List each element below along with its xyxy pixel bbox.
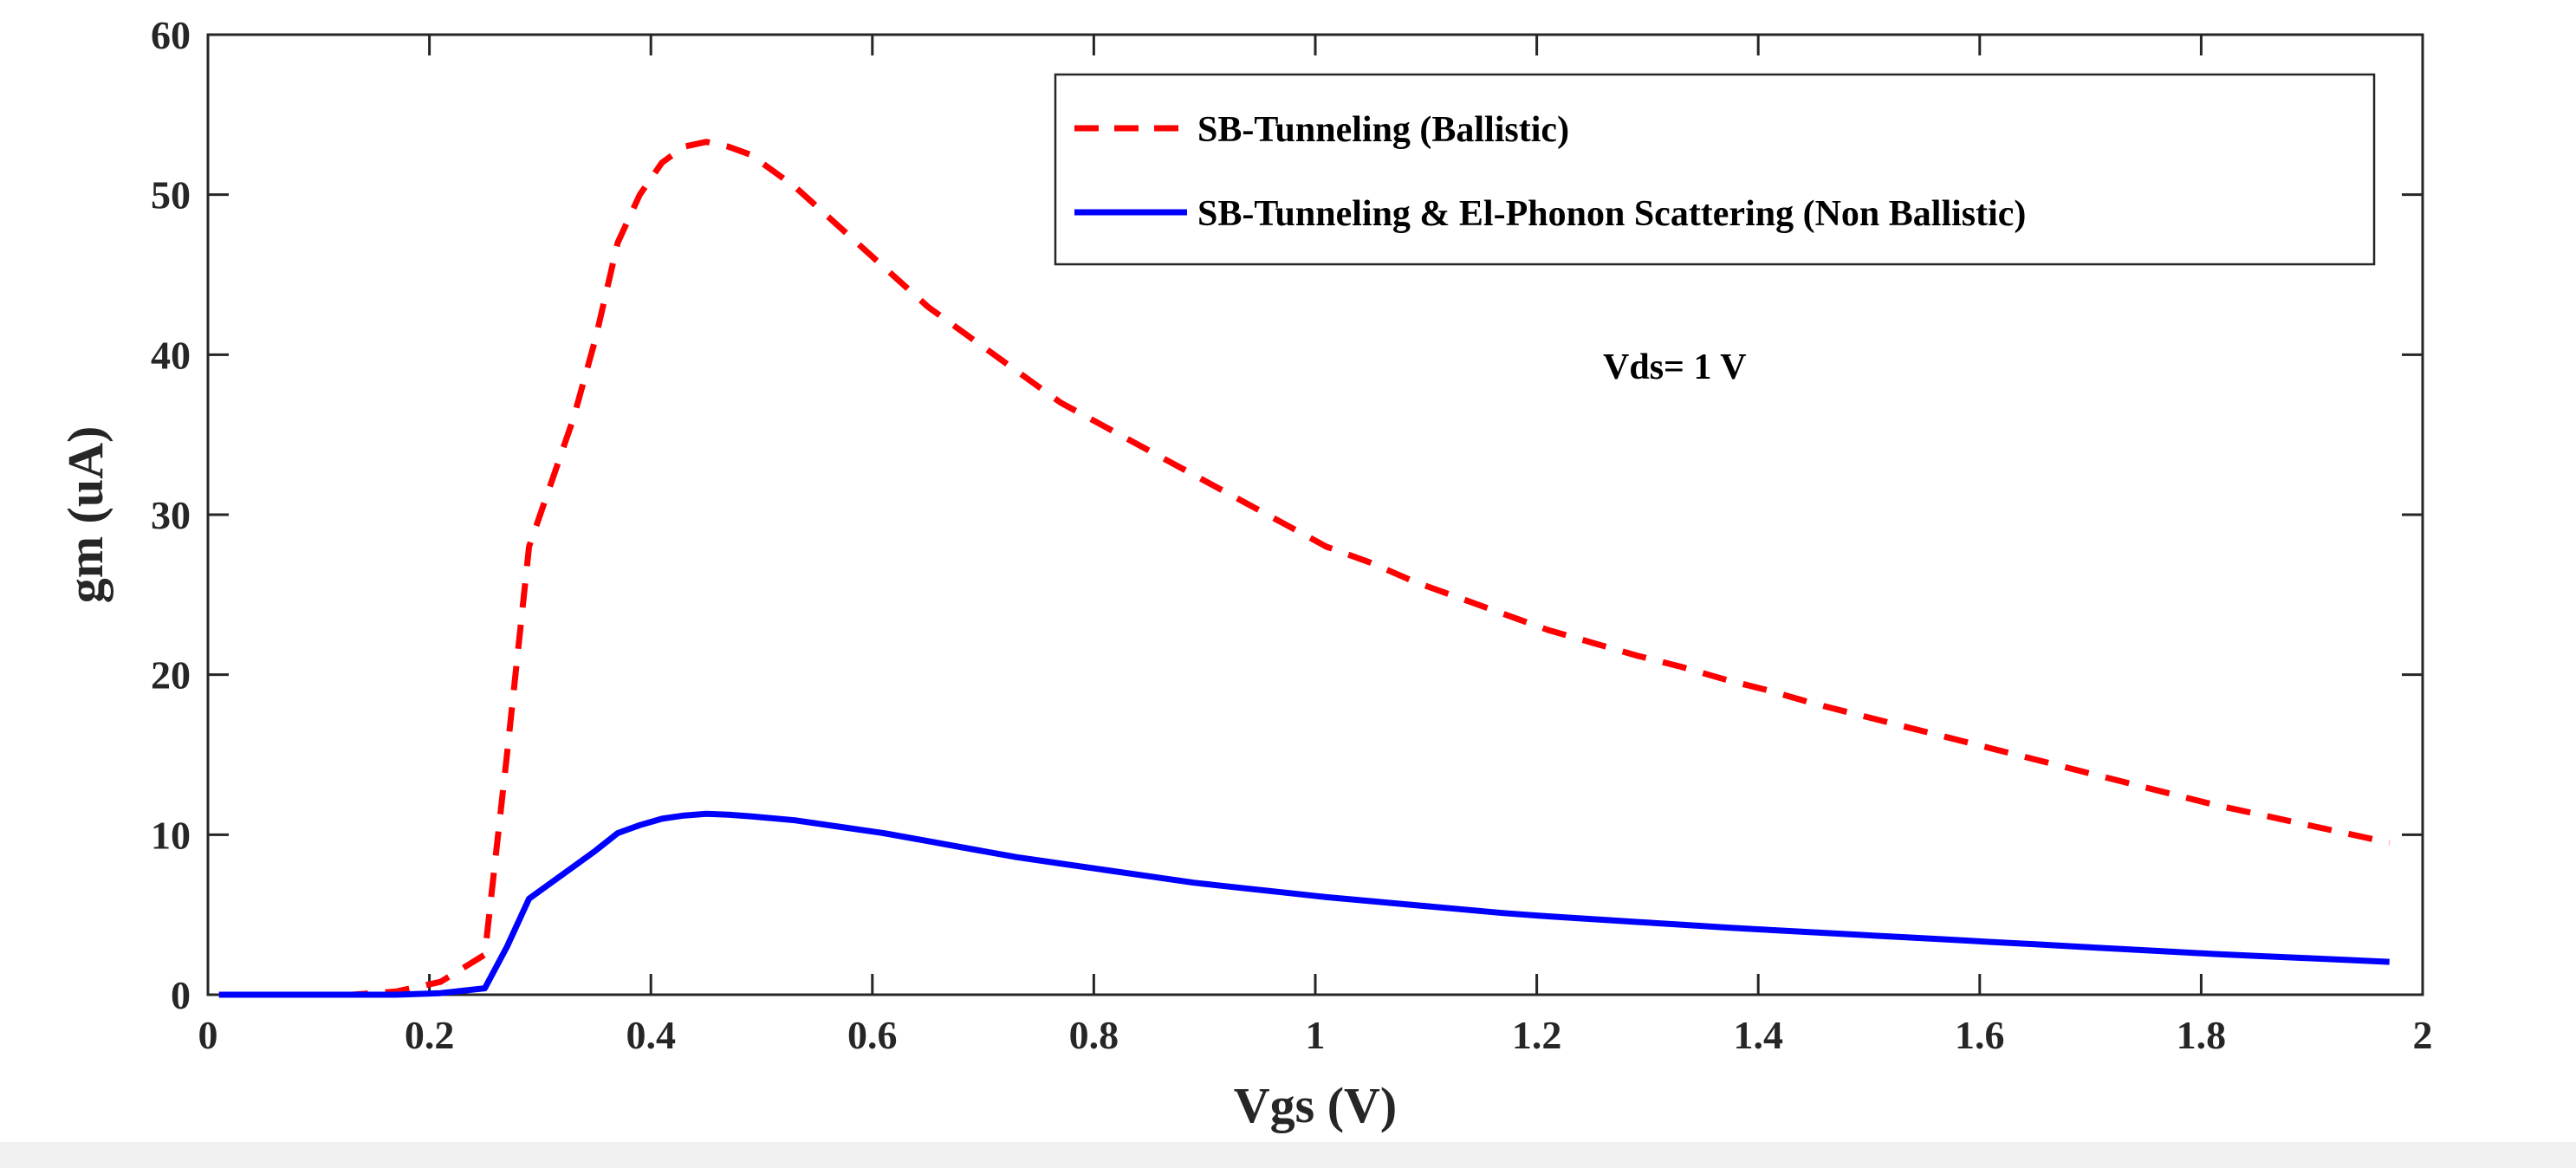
legend-box bbox=[1054, 73, 2376, 266]
legend-label-non-ballistic: SB-Tunneling & El-Phonon Scattering (Non… bbox=[1197, 194, 2026, 234]
series-line-non-ballistic bbox=[218, 810, 2390, 998]
y-tick-label: 20 bbox=[151, 653, 191, 698]
x-tick-label: 0 bbox=[198, 1013, 218, 1057]
axis-ticks bbox=[206, 33, 2424, 996]
x-tick-label: 0.6 bbox=[847, 1013, 898, 1057]
y-tick-label: 50 bbox=[151, 173, 191, 217]
series-lines bbox=[218, 139, 2391, 998]
x-tick-label: 1.8 bbox=[2177, 1013, 2227, 1057]
vds-annotation: Vds= 1 V bbox=[1603, 347, 1747, 387]
y-tick-label: 10 bbox=[151, 813, 191, 857]
x-tick-label: 0.8 bbox=[1069, 1013, 1119, 1057]
y-tick-label: 30 bbox=[151, 493, 191, 537]
x-tick-label: 0.4 bbox=[626, 1013, 676, 1057]
x-tick-label: 1.4 bbox=[1733, 1013, 1783, 1057]
x-tick-label: 0.2 bbox=[405, 1013, 455, 1057]
y-axis-title: gm (uA) bbox=[57, 426, 114, 604]
bottom-strip bbox=[0, 1142, 2576, 1168]
x-tick-label: 1.2 bbox=[1512, 1013, 1562, 1057]
x-axis-title: Vgs (V) bbox=[1234, 1077, 1397, 1133]
y-tick-label: 40 bbox=[151, 333, 191, 377]
x-tick-label: 2 bbox=[2413, 1013, 2433, 1057]
series-line-ballistic bbox=[218, 139, 2391, 998]
x-tick-label: 1 bbox=[1306, 1013, 1326, 1057]
y-tick-label: 0 bbox=[171, 973, 191, 1017]
y-tick-label: 60 bbox=[151, 13, 191, 57]
x-tick-label: 1.6 bbox=[1955, 1013, 2005, 1057]
legend-label-ballistic: SB-Tunneling (Ballistic) bbox=[1197, 110, 1569, 150]
legend: SB-Tunneling (Ballistic) SB-Tunneling & … bbox=[1054, 73, 2376, 266]
